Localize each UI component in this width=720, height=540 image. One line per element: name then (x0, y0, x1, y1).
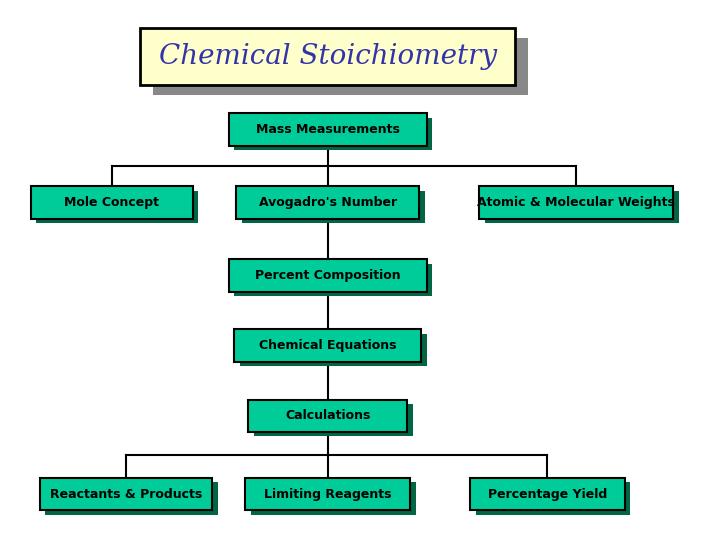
Text: Limiting Reagents: Limiting Reagents (264, 488, 392, 501)
FancyBboxPatch shape (236, 186, 419, 219)
FancyBboxPatch shape (469, 478, 624, 510)
FancyBboxPatch shape (140, 28, 515, 85)
FancyBboxPatch shape (248, 400, 407, 432)
FancyBboxPatch shape (251, 482, 416, 515)
FancyBboxPatch shape (234, 329, 421, 362)
Text: Mole Concept: Mole Concept (64, 196, 159, 209)
Text: Avogadro's Number: Avogadro's Number (258, 196, 397, 209)
FancyBboxPatch shape (229, 259, 426, 292)
FancyBboxPatch shape (153, 38, 528, 95)
FancyBboxPatch shape (240, 334, 427, 366)
FancyBboxPatch shape (229, 113, 426, 146)
Text: Percent Composition: Percent Composition (255, 269, 400, 282)
FancyBboxPatch shape (485, 191, 679, 223)
FancyBboxPatch shape (242, 191, 425, 223)
FancyBboxPatch shape (245, 478, 410, 510)
Text: Chemical Stoichiometry: Chemical Stoichiometry (158, 43, 497, 70)
FancyBboxPatch shape (479, 186, 673, 219)
Text: Chemical Equations: Chemical Equations (259, 339, 396, 352)
FancyBboxPatch shape (254, 404, 413, 436)
FancyBboxPatch shape (30, 186, 193, 219)
Text: Reactants & Products: Reactants & Products (50, 488, 202, 501)
Text: Mass Measurements: Mass Measurements (256, 123, 400, 136)
Text: Percentage Yield: Percentage Yield (487, 488, 607, 501)
FancyBboxPatch shape (45, 482, 218, 515)
FancyBboxPatch shape (235, 264, 432, 296)
FancyBboxPatch shape (475, 482, 631, 515)
Text: Calculations: Calculations (285, 409, 370, 422)
FancyBboxPatch shape (40, 478, 212, 510)
Text: Atomic & Molecular Weights: Atomic & Molecular Weights (477, 196, 675, 209)
FancyBboxPatch shape (36, 191, 199, 223)
FancyBboxPatch shape (235, 118, 432, 150)
